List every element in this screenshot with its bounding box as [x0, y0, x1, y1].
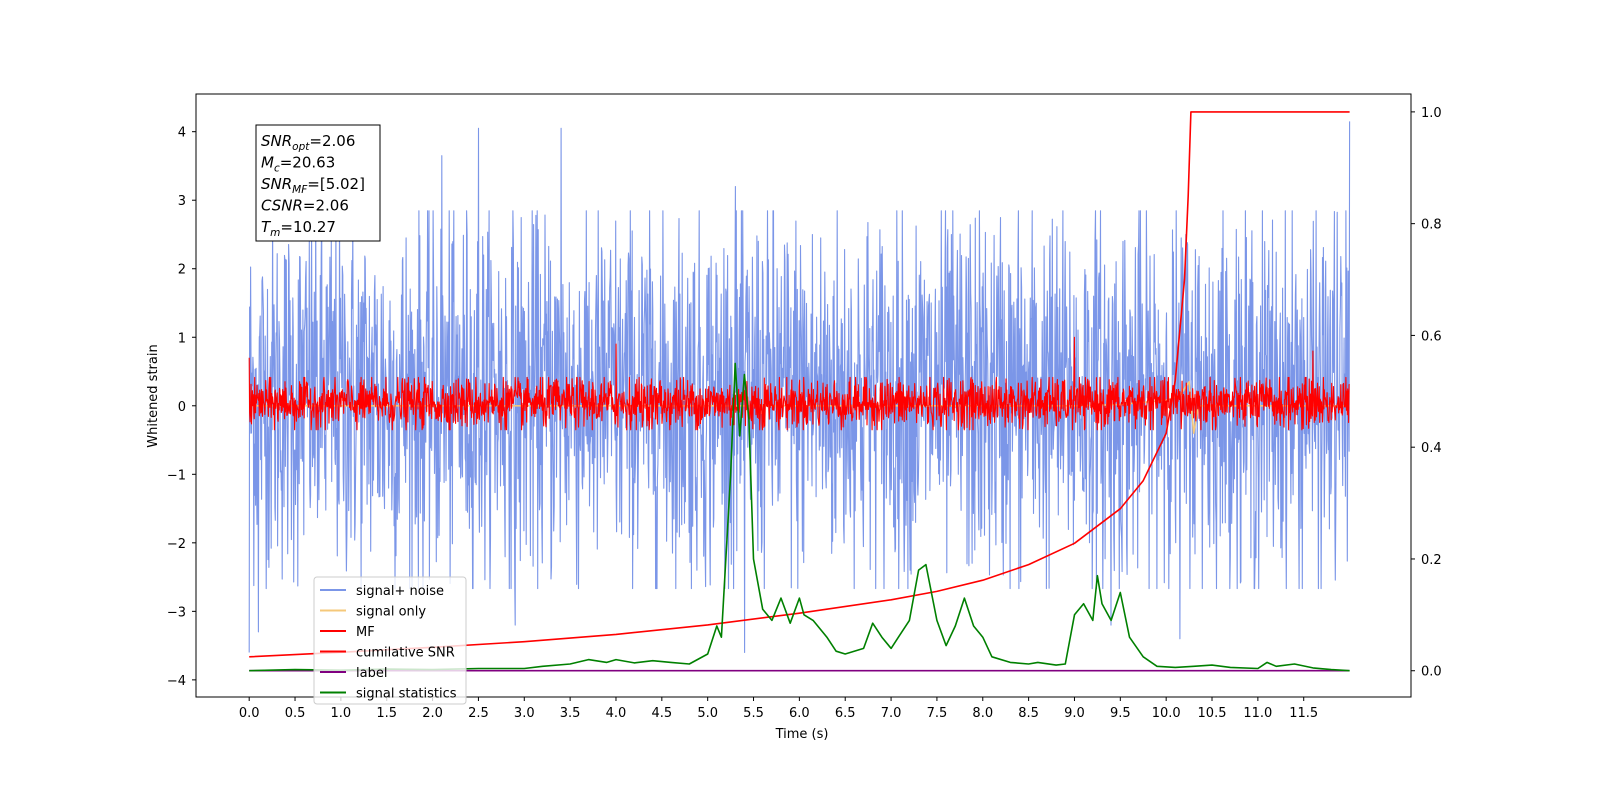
x-tick-label: 2.0 — [422, 706, 443, 721]
y-tick-label: 1 — [178, 331, 186, 346]
y-tick-label: −3 — [167, 605, 186, 620]
x-axis-ticks: 0.0 0.5 1.0 1.5 2.0 2.5 3.0 3.5 4.0 4.5 5.0 5.5 6.0 6… — [239, 697, 1318, 721]
x-tick-label: 8.5 — [1018, 706, 1039, 721]
x-tick-label: 4.0 — [606, 706, 627, 721]
annotation-frame — [255, 124, 381, 242]
x-tick-label: 1.0 — [331, 706, 352, 721]
annotation-line: Tm=10.27 — [261, 218, 336, 239]
y-axis-label: Whitened strain — [146, 344, 161, 447]
legend-label-mf: MF — [356, 625, 375, 640]
y2-axis-ticks: 1.0 0.8 0.6 0.4 0.2 0.0 — [1411, 106, 1442, 680]
x-tick-label: 7.5 — [927, 706, 948, 721]
y-tick-label: −1 — [167, 468, 186, 483]
y-axis-ticks: 4 3 2 1 0 −1 −2 −3 −4 — [167, 126, 196, 689]
y2-tick-label: 0.4 — [1421, 441, 1442, 456]
y-tick-label: −4 — [167, 674, 186, 689]
x-tick-label: 10.0 — [1152, 706, 1181, 721]
y-tick-label: 4 — [178, 126, 186, 141]
x-tick-label: 11.0 — [1243, 706, 1272, 721]
y2-tick-label: 0.6 — [1421, 329, 1442, 344]
y-tick-label: 3 — [178, 194, 186, 209]
legend-label-signal-only: signal only — [356, 605, 426, 620]
series-line-cumilative-snr — [249, 111, 1350, 658]
annotation-line: Mc=20.63 — [261, 154, 335, 175]
legend-label-signal-noise: signal+ noise — [356, 584, 444, 599]
annotation-line: SNRMF=[5.02] — [261, 175, 365, 196]
legend-frame — [313, 576, 467, 705]
x-tick-label: 9.5 — [1110, 706, 1131, 721]
legend-label-cumilative-snr: cumilative SNR — [356, 646, 455, 661]
x-tick-label: 3.5 — [560, 706, 581, 721]
x-tick-label: 5.0 — [697, 706, 718, 721]
y-tick-label: −2 — [167, 537, 186, 552]
x-tick-label: 6.5 — [835, 706, 856, 721]
y2-tick-label: 0.8 — [1421, 218, 1442, 233]
plot-frame — [195, 93, 1412, 698]
x-tick-label: 10.5 — [1198, 706, 1227, 721]
legend: signal+ noise signal only MF cumilative SNR… — [313, 576, 467, 705]
x-tick-label: 3.0 — [514, 706, 535, 721]
annotation-line: CSNR=2.06 — [261, 197, 349, 215]
x-tick-label: 2.5 — [468, 706, 489, 721]
x-tick-label: 6.0 — [789, 706, 810, 721]
x-tick-label: 0.0 — [239, 706, 260, 721]
x-tick-label: 4.5 — [651, 706, 672, 721]
annotation-line: SNRopt=2.06 — [261, 132, 355, 153]
y-tick-label: 2 — [178, 263, 186, 278]
x-tick-label: 8.0 — [972, 706, 993, 721]
series-line-signal-statistics — [249, 362, 1350, 672]
x-tick-label: 1.5 — [376, 706, 397, 721]
legend-label-label: label — [356, 666, 387, 681]
legend-label-signal-statistics: signal statistics — [356, 687, 457, 702]
y2-tick-label: 1.0 — [1421, 106, 1442, 121]
y2-tick-label: 0.2 — [1421, 553, 1442, 568]
x-tick-label: 5.5 — [743, 706, 764, 721]
x-tick-label: 9.0 — [1064, 706, 1085, 721]
x-tick-label: 11.5 — [1289, 706, 1318, 721]
x-tick-label: 7.0 — [881, 706, 902, 721]
annotation-box: SNRopt=2.06Mc=20.63SNRMF=[5.02]CSNR=2.06… — [255, 124, 381, 242]
x-tick-label: 0.5 — [285, 706, 306, 721]
y2-tick-label: 0.0 — [1421, 665, 1442, 680]
y-tick-label: 0 — [178, 400, 186, 415]
series-line-mf — [248, 336, 1350, 431]
x-axis-label: Time (s) — [775, 727, 829, 742]
